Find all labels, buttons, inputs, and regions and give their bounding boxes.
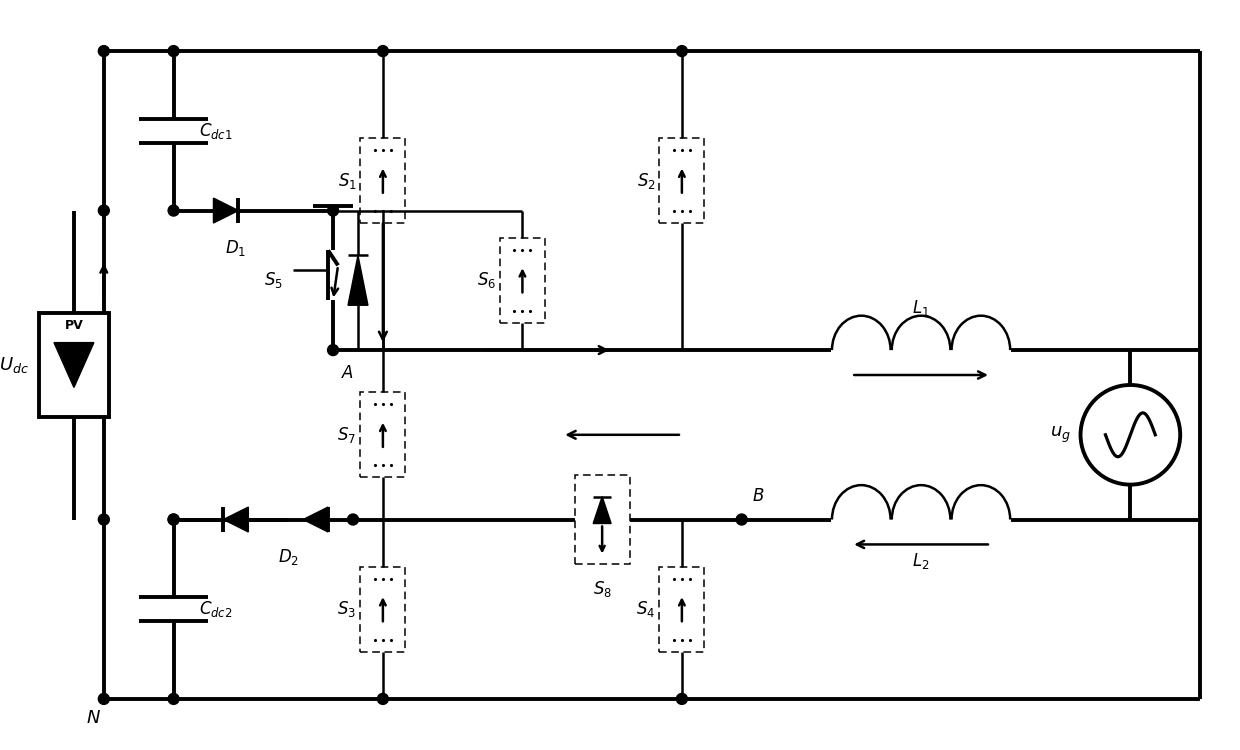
Text: $A$: $A$ [341, 365, 355, 382]
Circle shape [169, 694, 179, 704]
Circle shape [169, 205, 179, 216]
Circle shape [737, 514, 748, 525]
Circle shape [377, 694, 388, 704]
Circle shape [347, 514, 358, 525]
Text: $N$: $N$ [86, 709, 100, 727]
Polygon shape [55, 343, 94, 388]
Text: $D_2$: $D_2$ [278, 548, 299, 568]
Text: $u_g$: $u_g$ [1049, 424, 1070, 445]
Polygon shape [213, 198, 238, 223]
Text: $B$: $B$ [751, 488, 764, 505]
Text: PV: PV [64, 319, 83, 332]
Circle shape [98, 205, 109, 216]
Text: $S_8$: $S_8$ [593, 579, 611, 599]
Text: $C_{dc2}$: $C_{dc2}$ [198, 599, 232, 619]
Circle shape [169, 514, 179, 525]
Text: $L_2$: $L_2$ [913, 551, 930, 572]
Text: $S_5$: $S_5$ [264, 270, 283, 290]
Text: $U_{dc}$: $U_{dc}$ [0, 355, 29, 375]
Text: $S_3$: $S_3$ [337, 599, 356, 619]
Text: $S_7$: $S_7$ [337, 424, 356, 445]
Circle shape [98, 46, 109, 56]
Circle shape [676, 694, 687, 704]
Circle shape [327, 205, 339, 216]
Text: $S_6$: $S_6$ [477, 270, 496, 290]
Polygon shape [348, 256, 368, 305]
Polygon shape [593, 496, 611, 523]
Polygon shape [223, 507, 248, 532]
Circle shape [377, 46, 388, 56]
Circle shape [676, 46, 687, 56]
Polygon shape [303, 507, 329, 532]
Text: $L_1$: $L_1$ [913, 298, 930, 318]
Circle shape [98, 694, 109, 704]
Text: $C_{dc1}$: $C_{dc1}$ [198, 121, 232, 141]
Text: $S_2$: $S_2$ [636, 171, 656, 190]
Text: $S_1$: $S_1$ [337, 171, 356, 190]
Circle shape [169, 514, 179, 525]
Text: $D_1$: $D_1$ [226, 238, 247, 259]
Circle shape [169, 46, 179, 56]
Circle shape [327, 344, 339, 355]
FancyBboxPatch shape [38, 313, 109, 417]
Circle shape [98, 514, 109, 525]
Text: $S_4$: $S_4$ [636, 599, 656, 619]
